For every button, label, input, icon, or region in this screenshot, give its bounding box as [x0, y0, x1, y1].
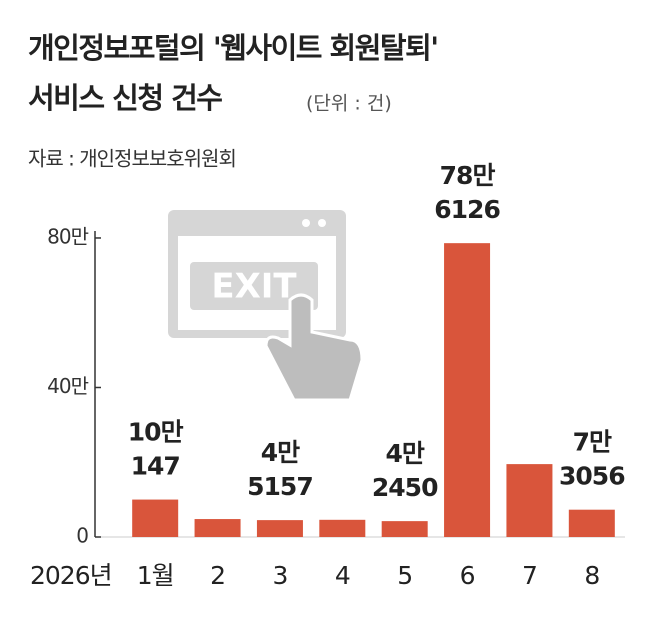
exit-text: EXIT [211, 267, 297, 307]
exit-button [190, 262, 318, 310]
x-tick-label: 5 [397, 561, 412, 590]
bar [194, 519, 241, 537]
chart-title: 개인정보포털의 '웹사이트 회원탈퇴' [28, 31, 438, 65]
value-label: 10만 [128, 418, 184, 447]
x-tick-label: 8 [584, 561, 599, 590]
bar [506, 464, 553, 537]
x-tick-label: 2 [210, 561, 225, 590]
unit-note: (단위 : 건) [306, 93, 392, 115]
y-tick-label: 40만 [47, 374, 88, 398]
value-label: 4만 [385, 439, 424, 468]
browser-dot [318, 219, 326, 227]
x-tick-label: 3 [272, 561, 287, 590]
chart-title: 서비스 신청 건수 [28, 81, 222, 115]
y-tick-label: 0 [76, 524, 88, 548]
value-label: 147 [131, 452, 180, 481]
x-tick-label: 7 [522, 561, 537, 590]
value-label: 7만 [573, 428, 612, 457]
bar [319, 519, 366, 537]
value-label: 5157 [247, 472, 313, 501]
hand [264, 293, 364, 402]
value-label: 2450 [372, 473, 438, 502]
exit-illustration: EXIT [168, 210, 364, 402]
bar [381, 521, 428, 537]
value-label: 3056 [559, 462, 625, 491]
bar [132, 499, 179, 537]
x-tick-label: 1월 [137, 561, 174, 590]
browser-dot [302, 219, 310, 227]
bar [444, 243, 491, 537]
x-tick-label: 4 [335, 561, 350, 590]
value-label: 4만 [261, 438, 300, 467]
year-label: 2026년 [30, 561, 112, 590]
y-tick-label: 80만 [47, 224, 88, 248]
bar [568, 509, 615, 537]
value-label: 6126 [434, 195, 500, 224]
x-tick-label: 6 [460, 561, 475, 590]
value-label: 78만 [440, 161, 496, 190]
source: 자료 : 개인정보보호위원회 [28, 147, 236, 171]
bar [256, 520, 303, 537]
